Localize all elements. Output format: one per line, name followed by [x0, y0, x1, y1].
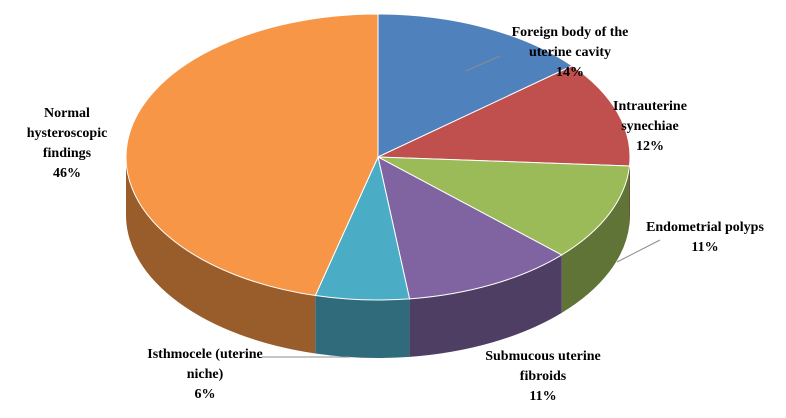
pie-slice	[377, 156, 631, 256]
slice-label: Foreign body of the uterine cavity 14%	[490, 23, 650, 83]
slice-label: Submucous uterine fibroids 11%	[468, 347, 618, 407]
pie-wall	[315, 295, 410, 358]
leader-line	[616, 239, 661, 263]
value-label: 6%	[194, 387, 216, 402]
pie-slice	[377, 13, 574, 158]
pie-slice	[377, 156, 563, 300]
pie-walls	[126, 157, 630, 358]
value-label: 11%	[529, 389, 557, 404]
category-label: Intrauterine synechiae	[613, 99, 687, 134]
category-label: Normal hysteroscopic findings	[26, 106, 108, 161]
pie-tops	[125, 13, 631, 301]
pie-wall	[126, 157, 316, 354]
value-label: 46%	[53, 166, 81, 181]
slice-label: Isthmocele (uterine niche) 6%	[140, 345, 270, 405]
pie-slice	[125, 13, 379, 297]
pie-slice	[377, 65, 631, 167]
slice-label: Endometrial polyps 11%	[645, 218, 765, 258]
value-label: 12%	[636, 139, 664, 154]
value-label: 11%	[691, 240, 719, 255]
pie-wall	[409, 254, 562, 357]
category-label: Endometrial polyps	[646, 220, 764, 235]
category-label: Submucous uterine fibroids	[485, 349, 601, 384]
value-label: 14%	[556, 65, 584, 80]
leader-line	[465, 55, 501, 72]
category-label: Isthmocele (uterine niche)	[147, 347, 263, 382]
slice-label: Normal hysteroscopic findings 46%	[12, 104, 122, 184]
slice-label: Intrauterine synechiae 12%	[590, 97, 710, 157]
category-label: Foreign body of the uterine cavity	[511, 25, 629, 60]
pie-wall	[561, 165, 630, 313]
